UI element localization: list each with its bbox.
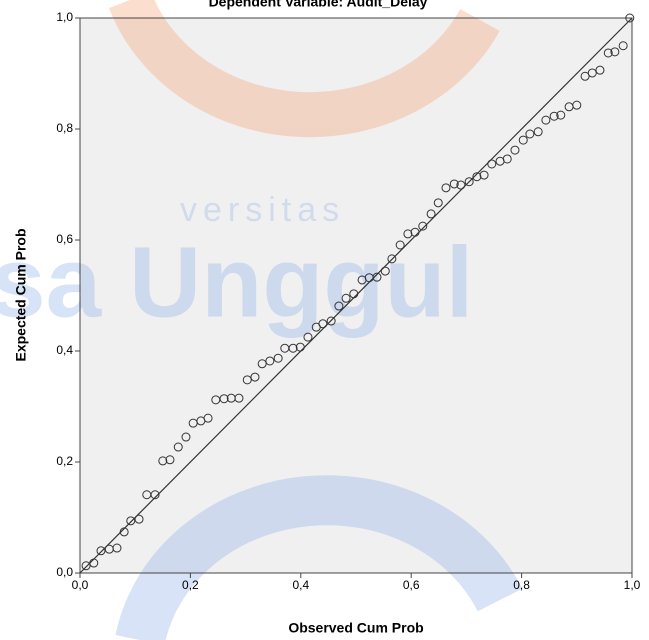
x-tick-label: 0,2: [182, 578, 199, 592]
chart: versitas sa Unggul Dependent Variable: A…: [0, 0, 649, 640]
watermark-text: versitas: [180, 191, 345, 229]
y-tick-label: 0,0: [56, 565, 73, 579]
y-tick-label: 1,0: [56, 10, 73, 24]
x-axis-label: Observed Cum Prob: [288, 620, 423, 636]
x-tick-label: 0,4: [292, 578, 309, 592]
x-tick-label: 1,0: [624, 578, 641, 592]
y-tick-label: 0,2: [56, 454, 73, 468]
x-tick-label: 0,6: [403, 578, 420, 592]
y-axis-label: Expected Cum Prob: [13, 228, 29, 361]
y-tick-label: 0,4: [56, 343, 73, 357]
y-tick-label: 0,8: [56, 121, 73, 135]
y-tick-label: 0,6: [56, 232, 73, 246]
chart-title: Dependent Variable: Audit_Delay: [209, 0, 428, 10]
x-tick-label: 0,8: [513, 578, 530, 592]
x-tick-label: 0,0: [72, 578, 89, 592]
